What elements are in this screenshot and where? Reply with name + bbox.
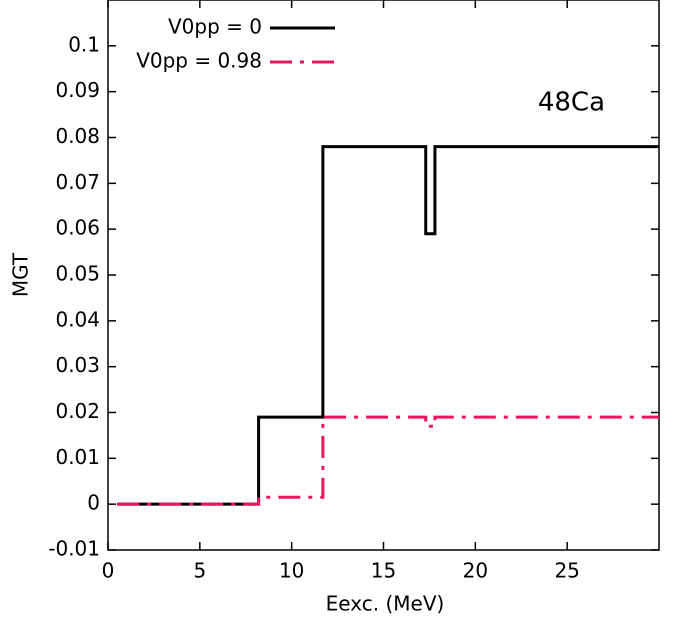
y-tick-label: 0.1 <box>68 32 100 56</box>
x-tick-label: 0 <box>102 559 115 583</box>
y-tick-label: 0.09 <box>55 78 100 102</box>
plot-frame <box>107 0 660 551</box>
y-axis-label: MGT <box>9 252 33 297</box>
y-tick-label: 0.08 <box>55 124 100 148</box>
legend-label: V0pp = 0.98 <box>136 49 262 73</box>
data-line <box>117 145 659 506</box>
y-tick-label: 0.04 <box>55 307 100 331</box>
x-axis-label: Eexc. (MeV) <box>326 592 445 616</box>
legend-label: V0pp = 0 <box>168 15 262 39</box>
y-tick-label: 0.06 <box>55 216 100 240</box>
x-tick-label: 10 <box>279 559 304 583</box>
x-tick-label: 25 <box>554 559 579 583</box>
y-tick-label: 0.02 <box>55 399 100 423</box>
x-tick-label: 20 <box>463 559 488 583</box>
y-tick-label: 0.01 <box>55 445 100 469</box>
y-tick-label: 0.05 <box>55 262 100 286</box>
y-tick-label: 0 <box>87 491 100 515</box>
x-tick-label: 15 <box>371 559 396 583</box>
annotation: 48Ca <box>538 88 605 118</box>
data-line <box>117 415 659 506</box>
y-tick-label: -0.01 <box>48 537 100 561</box>
x-tick-label: 5 <box>193 559 206 583</box>
y-tick-label: 0.07 <box>55 170 100 194</box>
y-tick-label: 0.03 <box>55 353 100 377</box>
